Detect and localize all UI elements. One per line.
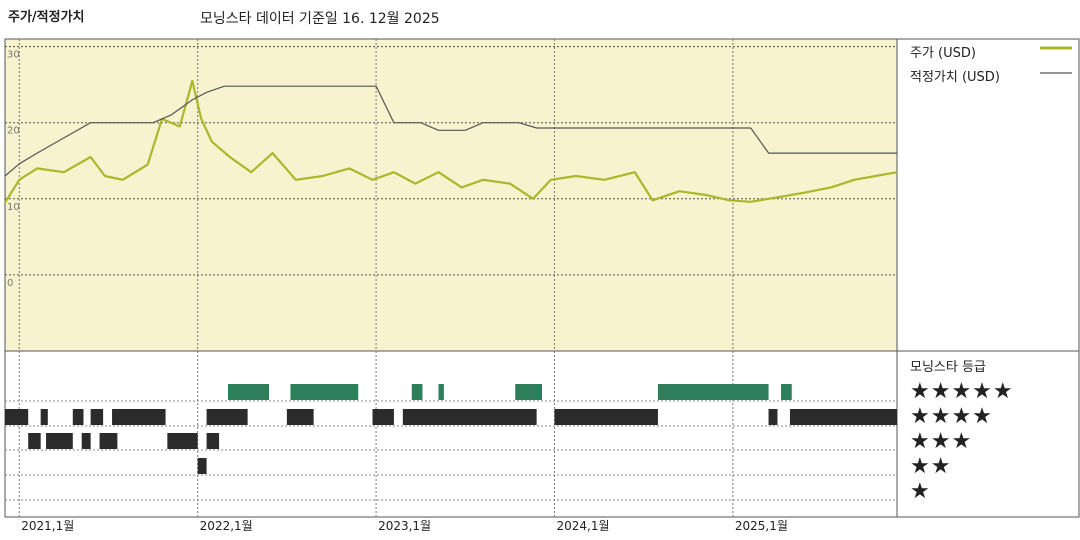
rating-band-5 [515,384,542,400]
plot-background [5,39,897,351]
rating-band-5 [781,384,792,400]
rating-band-4 [72,409,84,425]
rating-band-5 [411,384,423,400]
rating-band-4 [789,409,897,425]
rating-title: 모닝스타 등급 [910,360,986,375]
fair-value-series-line [4,85,897,177]
rating-band-3 [99,433,118,449]
x-tick-label: 2025,1월 [735,519,788,533]
rating-band-4 [112,409,166,425]
rating-band-3 [81,433,91,449]
rating-band-5 [228,384,270,400]
rating-band-3 [167,433,198,449]
rating-band-4 [90,409,104,425]
x-tick-label: 2023,1월 [378,519,431,533]
rating-band-5 [438,384,444,400]
rating-5-stars: ★★★★★ [910,379,1014,404]
rating-band-4 [768,409,778,425]
rating-band-5 [290,384,359,400]
y-tick-label: 30 [7,50,20,61]
y-tick-label: 0 [7,278,13,289]
rating-band-4 [554,409,658,425]
legend-price-label: 주가 (USD) [910,46,976,61]
x-tick-label: 2024,1월 [556,519,609,533]
rating-band-2 [197,458,207,474]
rating-3-stars: ★★★ [910,429,973,454]
x-tick-label: 2022,1월 [200,519,253,533]
rating-band-4 [372,409,394,425]
price-series-line [4,79,898,204]
y-tick-label: 10 [7,202,20,213]
rating-band-4 [206,409,248,425]
y-tick-label: 20 [7,126,20,137]
rating-band-4 [40,409,48,425]
rating-4-stars: ★★★★ [910,404,993,429]
rating-band-3 [28,433,41,449]
rating-band-3 [206,433,220,449]
rating-band-3 [46,433,73,449]
chart-frame [4,38,1080,518]
data-date-label: 모닝스타 데이터 기준일 16. 12월 2025 [200,11,440,27]
rating-2-stars: ★★ [910,454,952,479]
rating-band-4 [402,409,537,425]
rating-band-4 [5,409,29,425]
rating-1-star: ★ [910,479,931,504]
legend-fair-label: 적정가치 (USD) [910,70,1000,85]
rating-band-4 [286,409,314,425]
rating-band-5 [657,384,769,400]
x-tick-label: 2021,1월 [21,519,74,533]
chart-title: 주가/적정가치 [8,10,85,25]
